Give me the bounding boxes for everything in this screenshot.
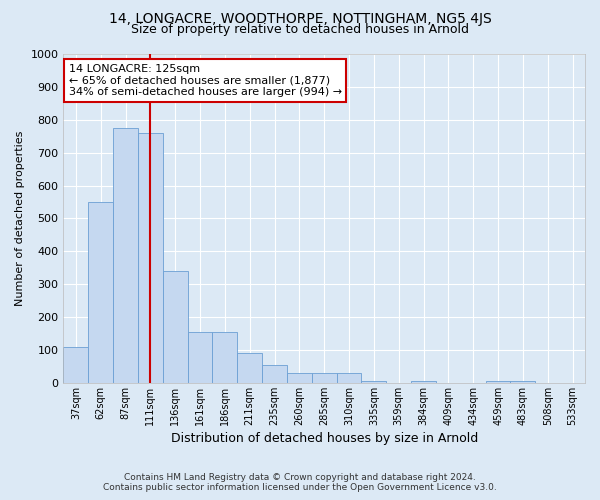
Bar xyxy=(262,365,287,383)
Bar xyxy=(163,271,188,383)
Bar xyxy=(337,373,361,383)
Text: Size of property relative to detached houses in Arnold: Size of property relative to detached ho… xyxy=(131,22,469,36)
Y-axis label: Number of detached properties: Number of detached properties xyxy=(15,131,25,306)
Bar xyxy=(138,133,163,383)
Text: 14, LONGACRE, WOODTHORPE, NOTTINGHAM, NG5 4JS: 14, LONGACRE, WOODTHORPE, NOTTINGHAM, NG… xyxy=(109,12,491,26)
Bar xyxy=(212,332,237,383)
Text: Contains HM Land Registry data © Crown copyright and database right 2024.
Contai: Contains HM Land Registry data © Crown c… xyxy=(103,473,497,492)
Bar xyxy=(64,346,88,383)
Bar xyxy=(188,332,212,383)
Text: 14 LONGACRE: 125sqm
← 65% of detached houses are smaller (1,877)
34% of semi-det: 14 LONGACRE: 125sqm ← 65% of detached ho… xyxy=(68,64,342,97)
X-axis label: Distribution of detached houses by size in Arnold: Distribution of detached houses by size … xyxy=(170,432,478,445)
Bar xyxy=(485,382,511,383)
Bar xyxy=(287,373,312,383)
Bar xyxy=(88,202,113,383)
Bar xyxy=(361,382,386,383)
Bar xyxy=(312,373,337,383)
Bar xyxy=(411,382,436,383)
Bar xyxy=(237,354,262,383)
Bar xyxy=(511,382,535,383)
Bar xyxy=(113,128,138,383)
